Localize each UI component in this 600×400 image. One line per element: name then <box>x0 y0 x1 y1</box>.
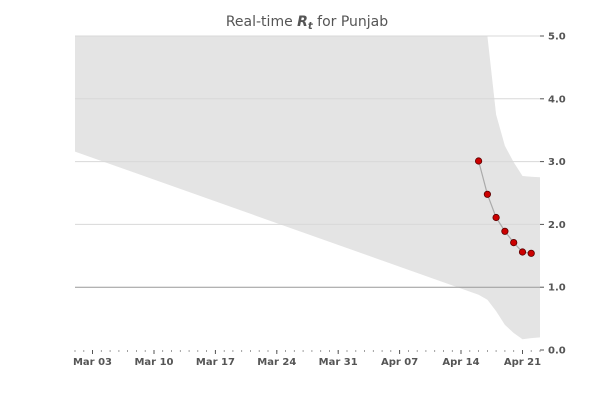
y-tick-label: 4.0 <box>548 94 566 105</box>
x-tick-label: Mar 24 <box>257 357 296 368</box>
y-tick-label: 5.0 <box>548 32 566 43</box>
rt-point <box>527 249 535 257</box>
chart-title: Real-time Rt for Punjab <box>226 14 388 32</box>
rt-point <box>510 239 518 247</box>
x-tick-label: Mar 17 <box>196 357 235 368</box>
x-tick-label: Mar 03 <box>73 357 112 368</box>
y-tick-label: 0.0 <box>548 346 566 357</box>
rt-point <box>518 248 527 256</box>
interval-band-lower <box>75 36 540 340</box>
rt-point <box>492 213 500 222</box>
rt-point <box>474 157 483 165</box>
chart-title-subscript: t <box>308 21 314 32</box>
rt-series <box>474 157 535 257</box>
x-tick-label: Apr 21 <box>504 357 541 368</box>
y-tick-label: 3.0 <box>548 157 566 168</box>
y-gridlines <box>75 35 540 288</box>
y-axis: 0.0 1.0 2.0 3.0 4.0 5.0 <box>540 32 566 357</box>
x-tick-label: Apr 14 <box>442 357 479 368</box>
y-tick-label: 2.0 <box>548 220 566 231</box>
credible-interval-band <box>75 36 540 340</box>
x-tick-label: Mar 31 <box>319 357 358 368</box>
chart-title-suffix: for Punjab <box>313 14 389 30</box>
rt-point <box>483 190 491 198</box>
chart-title-prefix: Real-time <box>226 14 297 30</box>
rt-point <box>501 227 509 235</box>
interval-band-upper-cut <box>487 36 540 178</box>
x-tick-label: Apr 07 <box>381 357 418 368</box>
x-axis: Mar 03 Mar 10 Mar 17 Mar 24 Mar 31 Apr 07 Apr … <box>73 350 541 368</box>
x-tick-label: Mar 10 <box>134 357 173 368</box>
y-tick-label: 1.0 <box>548 283 566 294</box>
chart-title-symbol: R <box>297 14 308 30</box>
